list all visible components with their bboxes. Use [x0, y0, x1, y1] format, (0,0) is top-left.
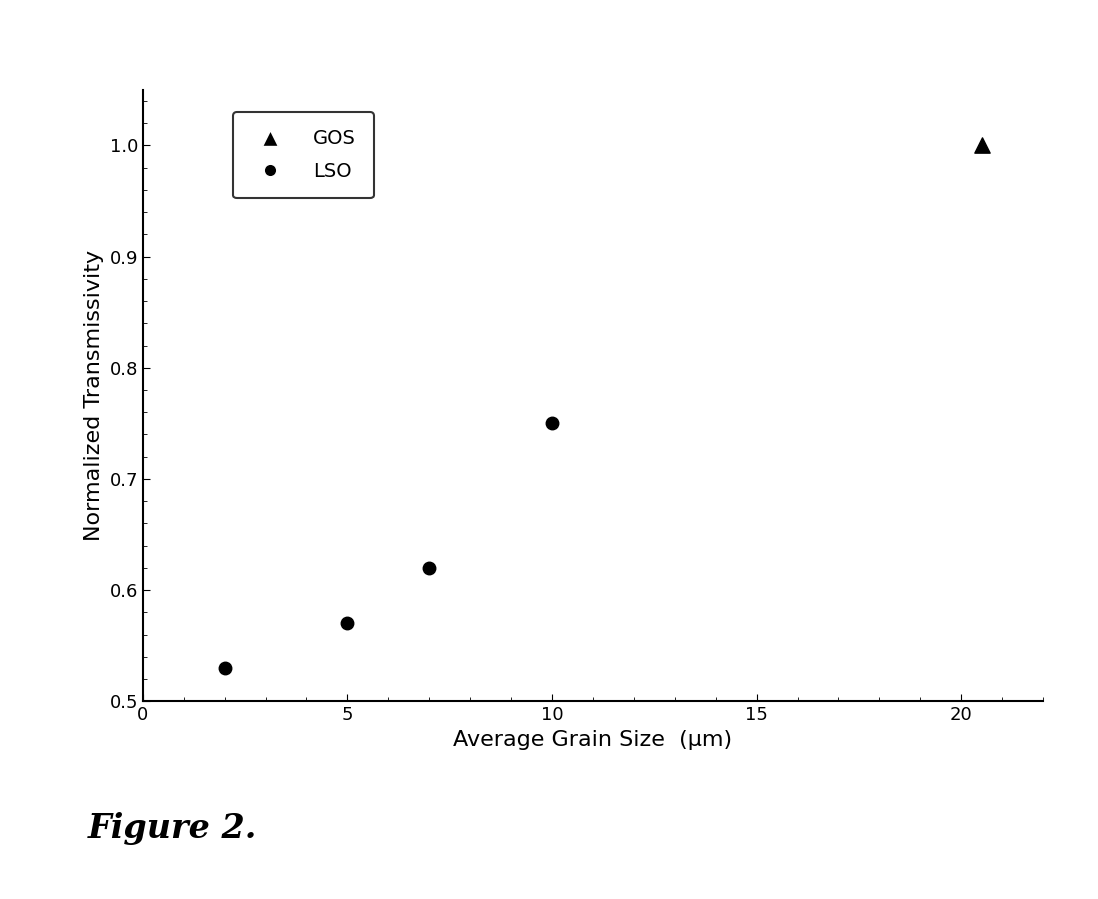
- Y-axis label: Normalized Transmissivity: Normalized Transmissivity: [83, 250, 104, 541]
- Point: [421, 561, 438, 575]
- Point: [973, 138, 990, 153]
- Text: Figure 2.: Figure 2.: [88, 812, 257, 845]
- Point: [216, 661, 234, 675]
- Point: [544, 416, 561, 431]
- Legend: GOS, LSO: GOS, LSO: [234, 111, 373, 199]
- Point: [338, 616, 356, 630]
- X-axis label: Average Grain Size  (μm): Average Grain Size (μm): [453, 730, 732, 750]
